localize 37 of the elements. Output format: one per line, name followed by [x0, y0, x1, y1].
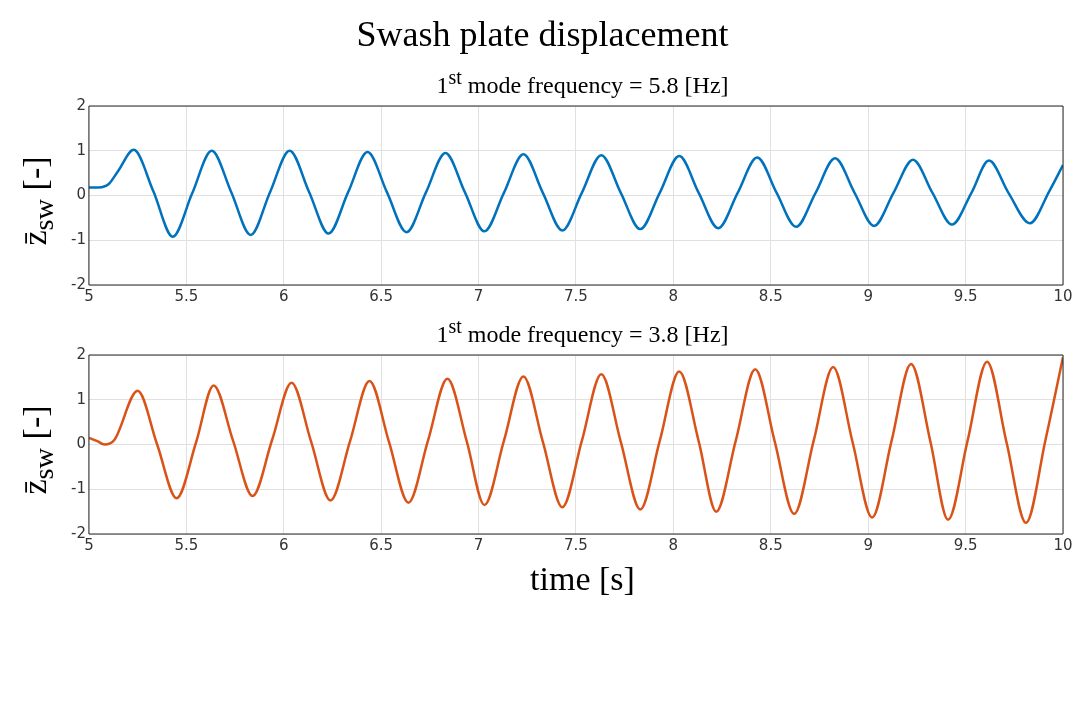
x-tick-label: 8.5 [758, 535, 783, 554]
x-tick-label: 5 [84, 535, 94, 554]
x-tick-label: 5.5 [174, 535, 199, 554]
x-tick-label: 7 [473, 286, 484, 305]
x-tick-label: 6.5 [369, 535, 394, 554]
y-tick-label: -2 [70, 523, 86, 542]
x-tick-label: 7.5 [564, 535, 588, 554]
x-tick-label: 9.5 [953, 535, 978, 554]
y-tick-label: -2 [70, 274, 86, 293]
x-tick-label: 10 [1053, 535, 1073, 554]
y-tick-label: 0 [76, 185, 86, 204]
y-tick-label: -1 [70, 230, 86, 249]
x-tick-label: 7.5 [564, 286, 588, 305]
x-tick-label: 10 [1053, 286, 1073, 305]
x-tick-label: 5.5 [174, 286, 199, 305]
y-tick-label: 2 [76, 344, 86, 363]
chart-title: Swash plate displacement [355, 13, 730, 56]
x-tick-label: 6 [278, 286, 289, 305]
y-tick-label: 2 [76, 95, 86, 114]
chart-subtitle: 1$^{st}$ mode frequency = 3.8 [Hz] [435, 314, 730, 347]
x-axis-title: time [s] [529, 559, 636, 599]
y-tick-label: 1 [76, 140, 86, 159]
line-series [88, 148, 1063, 238]
y-tick-label: -1 [70, 479, 86, 498]
x-tick-label: 9.5 [953, 286, 978, 305]
x-tick-label: 8.5 [758, 286, 783, 305]
x-tick-label: 5 [84, 286, 94, 305]
x-tick-label: 8 [668, 286, 679, 305]
x-tick-label: 9 [863, 535, 873, 554]
x-tick-label: 8 [668, 535, 679, 554]
x-tick-label: 6 [278, 535, 289, 554]
x-tick-label: 7 [473, 535, 484, 554]
y-tick-label: 1 [76, 389, 86, 408]
x-tick-label: 9 [863, 286, 873, 305]
x-tick-label: 6.5 [369, 286, 394, 305]
chart-subtitle: 1$^{st}$ mode frequency = 5.8 [Hz] [435, 65, 730, 98]
y-tick-label: 0 [76, 434, 86, 453]
